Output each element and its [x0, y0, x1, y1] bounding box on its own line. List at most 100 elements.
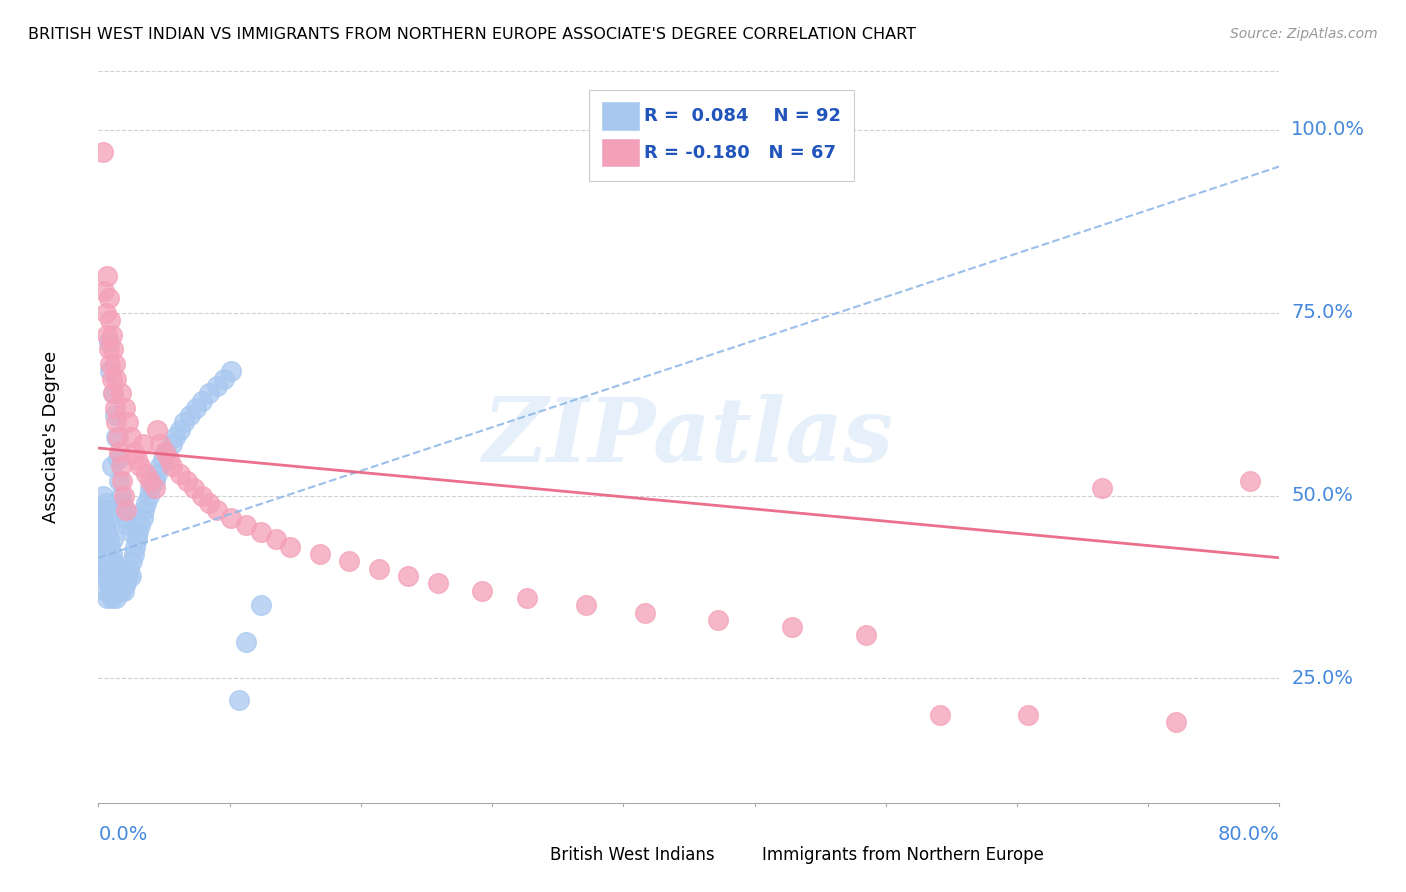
Point	[427, 576, 450, 591]
Point	[104, 357, 127, 371]
Point	[169, 423, 191, 437]
Point	[104, 401, 127, 415]
Point	[149, 459, 172, 474]
Point	[111, 474, 134, 488]
Point	[114, 576, 136, 591]
Point	[96, 269, 118, 284]
Point	[122, 444, 145, 458]
Point	[96, 503, 118, 517]
Point	[107, 583, 129, 598]
Point	[97, 554, 120, 568]
Point	[96, 569, 118, 583]
Point	[112, 583, 135, 598]
Point	[191, 489, 214, 503]
Point	[110, 386, 132, 401]
Point	[111, 576, 134, 591]
Point	[146, 467, 169, 481]
Point	[212, 371, 235, 385]
Point	[1018, 708, 1040, 723]
Point	[139, 481, 162, 495]
Point	[1166, 715, 1188, 730]
Point	[91, 145, 114, 159]
Point	[162, 437, 183, 451]
Point	[114, 401, 136, 415]
Point	[128, 517, 150, 532]
Point	[139, 474, 162, 488]
Text: Source: ZipAtlas.com: Source: ZipAtlas.com	[1230, 27, 1378, 41]
Point	[103, 554, 125, 568]
Point	[94, 306, 117, 320]
Point	[104, 583, 127, 598]
Point	[103, 343, 125, 357]
Point	[191, 393, 214, 408]
Point	[120, 525, 142, 540]
Point	[125, 452, 148, 467]
Point	[105, 371, 128, 385]
Point	[93, 503, 115, 517]
Text: British West Indians: British West Indians	[550, 846, 714, 863]
Point	[112, 503, 135, 517]
Point	[98, 562, 121, 576]
Point	[368, 562, 391, 576]
Point	[121, 554, 143, 568]
Point	[165, 430, 187, 444]
Point	[118, 562, 141, 576]
Point	[103, 386, 125, 401]
Point	[94, 562, 117, 576]
Point	[114, 510, 136, 524]
Point	[153, 444, 176, 458]
Text: R = -0.180   N = 67: R = -0.180 N = 67	[644, 144, 837, 161]
Point	[152, 452, 174, 467]
Point	[264, 533, 287, 547]
Point	[112, 489, 135, 503]
Point	[120, 569, 142, 583]
Point	[183, 481, 205, 495]
Point	[108, 444, 131, 458]
Point	[155, 444, 177, 458]
Point	[94, 496, 117, 510]
FancyBboxPatch shape	[602, 102, 640, 130]
Point	[115, 503, 138, 517]
Point	[110, 583, 132, 598]
Point	[107, 562, 129, 576]
Point	[516, 591, 538, 605]
Point	[96, 327, 118, 342]
Point	[91, 533, 114, 547]
Point	[128, 459, 150, 474]
Point	[96, 591, 118, 605]
Point	[235, 635, 257, 649]
Point	[94, 583, 117, 598]
Point	[90, 540, 112, 554]
Point	[91, 554, 114, 568]
Text: Immigrants from Northern Europe: Immigrants from Northern Europe	[762, 846, 1045, 863]
Point	[103, 576, 125, 591]
Point	[127, 525, 149, 540]
Point	[398, 569, 420, 583]
Point	[111, 496, 134, 510]
Point	[93, 547, 115, 561]
Point	[97, 343, 120, 357]
Point	[94, 540, 117, 554]
Point	[91, 489, 114, 503]
Point	[138, 489, 160, 503]
Point	[117, 517, 139, 532]
Point	[108, 474, 131, 488]
Point	[198, 386, 221, 401]
Point	[782, 620, 804, 634]
Point	[100, 371, 122, 385]
Point	[124, 540, 146, 554]
Point	[309, 547, 332, 561]
Point	[135, 467, 157, 481]
Point	[169, 467, 191, 481]
Point	[105, 416, 128, 430]
Point	[115, 576, 138, 591]
Point	[228, 693, 250, 707]
Point	[339, 554, 361, 568]
Point	[100, 327, 122, 342]
Point	[143, 481, 166, 495]
Point	[149, 437, 172, 451]
Point	[104, 562, 127, 576]
Point	[250, 525, 273, 540]
Point	[205, 503, 228, 517]
Point	[105, 591, 128, 605]
